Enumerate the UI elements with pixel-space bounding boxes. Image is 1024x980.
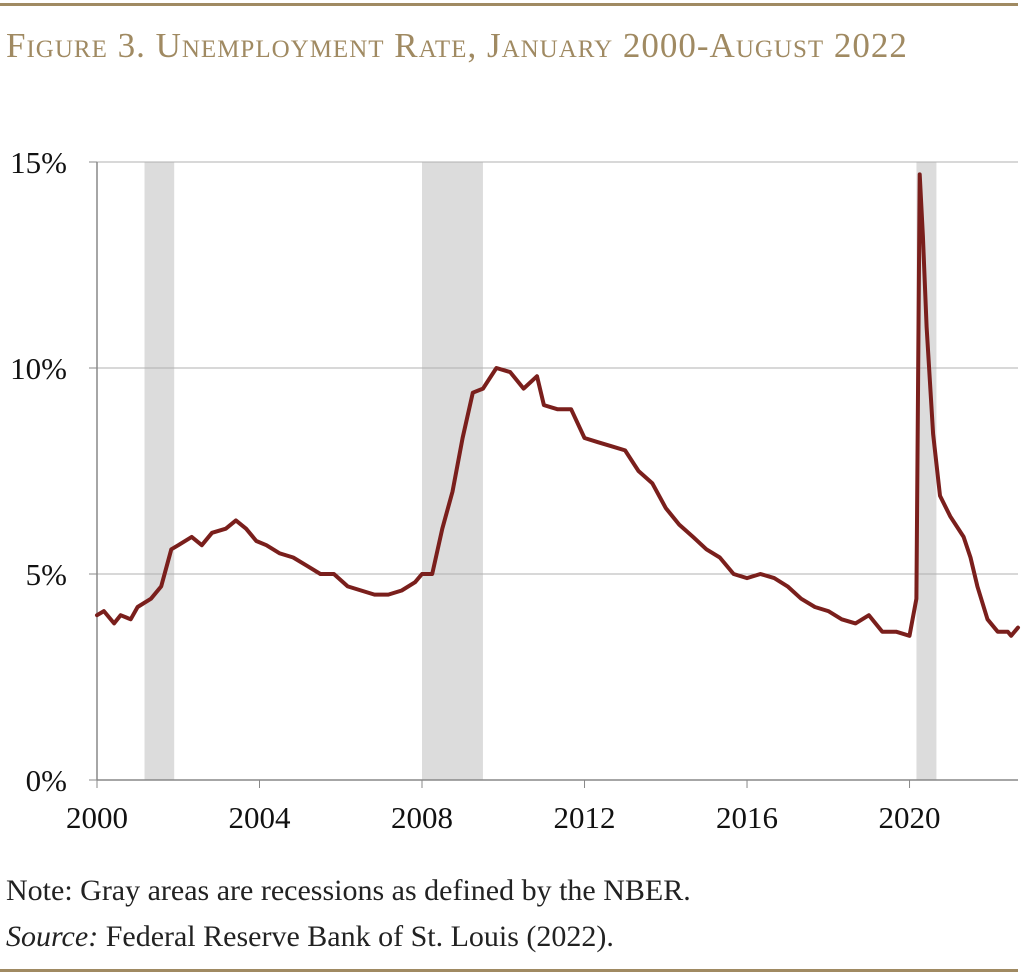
- recession-band: [422, 162, 483, 780]
- x-tick-label: 2004: [229, 800, 292, 835]
- unemployment-series-line: [95, 172, 1020, 638]
- x-tick-label: 2012: [554, 800, 616, 835]
- source-text: Federal Reserve Bank of St. Louis (2022)…: [98, 920, 614, 953]
- y-tick-label: 15%: [10, 145, 67, 180]
- recession-band: [144, 162, 175, 780]
- y-tick-label: 5%: [26, 557, 67, 592]
- x-tick-label: 2020: [879, 800, 941, 835]
- unemployment-line-chart: 0% 5% 10% 15% 2000 2004 2008 2012 2016 2020: [10, 145, 1020, 835]
- figure-title: Figure 3. Unemployment Rate, January 200…: [6, 26, 908, 65]
- top-rule: [0, 3, 1018, 6]
- recession-band: [916, 162, 937, 780]
- x-tick-label: 2008: [391, 800, 453, 835]
- x-tick-label: 2016: [716, 800, 778, 835]
- bottom-rule: [0, 969, 1018, 972]
- x-tick-label: 2000: [66, 800, 128, 835]
- figure-note: Note: Gray areas are recessions as defin…: [6, 874, 691, 907]
- source-label: Source:: [6, 920, 99, 953]
- y-tick-label: 0%: [26, 763, 67, 798]
- figure-source: Source: Federal Reserve Bank of St. Loui…: [6, 920, 614, 954]
- y-tick-label: 10%: [10, 351, 67, 386]
